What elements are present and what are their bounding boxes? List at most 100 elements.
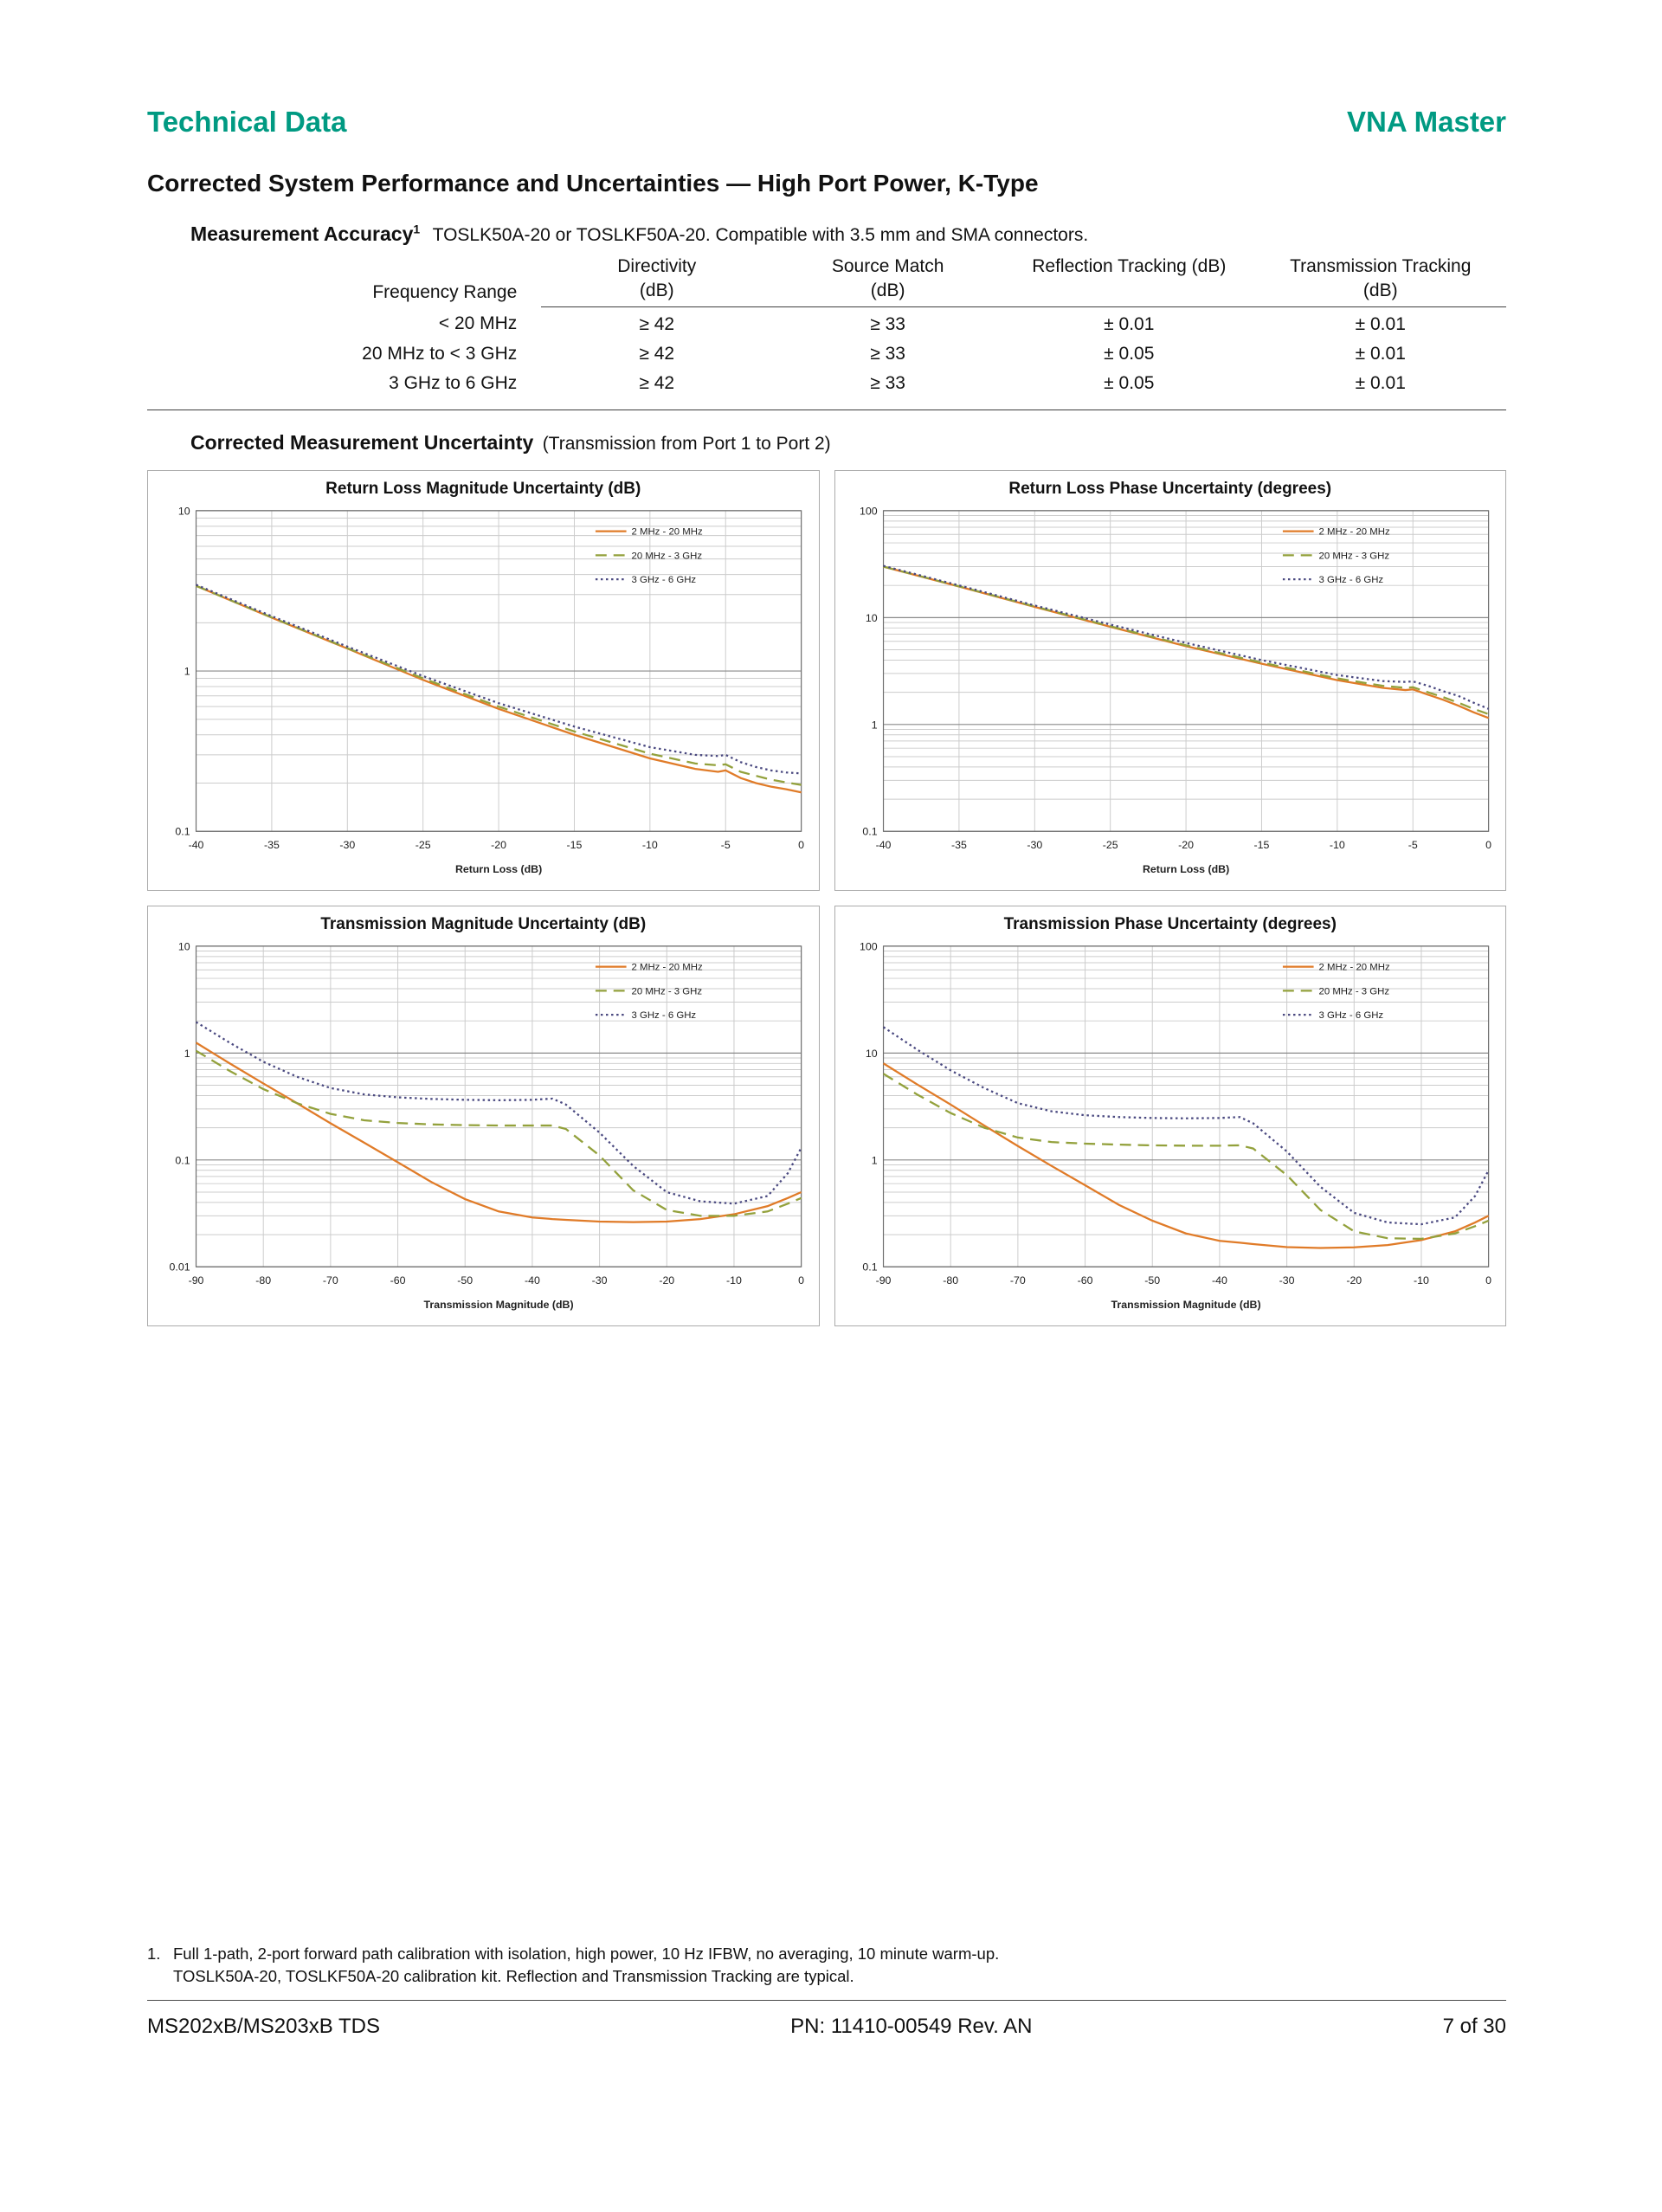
svg-text:0.1: 0.1 bbox=[862, 1261, 877, 1273]
svg-text:Transmission Magnitude (dB): Transmission Magnitude (dB) bbox=[424, 1298, 574, 1310]
cmu-subheading-text: (Transmission from Port 1 to Port 2) bbox=[542, 433, 831, 454]
legend-label: 20 MHz - 3 GHz bbox=[632, 551, 703, 561]
svg-text:0: 0 bbox=[1485, 1274, 1491, 1287]
accuracy-table-row: 3 GHz to 6 GHz ≥ 42 ≥ 33 ± 0.05 ± 0.01 bbox=[389, 372, 1406, 393]
corrected-measurement-uncertainty-heading: Corrected Measurement Uncertainty (Trans… bbox=[190, 431, 1506, 455]
svg-text:-30: -30 bbox=[1279, 1274, 1294, 1287]
header-right-title: VNA Master bbox=[1347, 106, 1506, 138]
series-line bbox=[196, 584, 802, 775]
series-line bbox=[195, 1042, 802, 1223]
svg-text:100: 100 bbox=[859, 940, 877, 952]
svg-text:-35: -35 bbox=[264, 839, 280, 851]
svg-text:Transmission Magnitude (dB): Transmission Magnitude (dB) bbox=[1111, 1298, 1260, 1310]
series-line bbox=[882, 1061, 1489, 1249]
legend-label: 3 GHz - 6 GHz bbox=[1318, 1010, 1383, 1021]
svg-text:-30: -30 bbox=[1027, 839, 1042, 851]
series bbox=[196, 584, 802, 794]
svg-text:0: 0 bbox=[798, 839, 804, 851]
svg-text:-25: -25 bbox=[1102, 839, 1118, 851]
svg-text:10: 10 bbox=[178, 940, 190, 952]
svg-text:-40: -40 bbox=[189, 839, 204, 851]
series-line bbox=[882, 564, 1489, 710]
chart-canvas: 0.1 1 10 100 -40 -35 -30 -25 -20 -15 -10 -5 0 Return … bbox=[841, 502, 1501, 880]
chart-plot: 0.01 0.1 1 10 -90 -80 -70 -60 -50 -40 -30 -20 -10 0 Tr… bbox=[170, 940, 805, 1310]
legend-label: 20 MHz - 3 GHz bbox=[1318, 551, 1389, 561]
col-frequency-range: Frequency Range bbox=[372, 281, 518, 302]
chart-title: Transmission Magnitude Uncertainty (dB) bbox=[320, 914, 647, 933]
chart-canvas: 0.1 1 10 100 -90 -80 -70 -60 -50 -40 -30 -20 -10 0 Tra… bbox=[841, 938, 1501, 1315]
footnote-line-2: TOSLK50A-20, TOSLKF50A-20 calibration ki… bbox=[173, 1966, 854, 1985]
chart-return-loss-magnitude-uncertainty: Return Loss Magnitude Uncertainty (dB) 0… bbox=[147, 469, 820, 891]
measurement-accuracy-heading: Measurement Accuracy1 bbox=[190, 222, 420, 245]
legend-label: 20 MHz - 3 GHz bbox=[632, 986, 703, 996]
svg-text:1: 1 bbox=[871, 1154, 877, 1166]
grid bbox=[196, 509, 802, 832]
axis-labels: 0.1 1 10 100 -90 -80 -70 -60 -50 -40 -30 -20 -10 0 Tra… bbox=[859, 940, 1491, 1310]
svg-text:1: 1 bbox=[871, 719, 877, 731]
svg-text:-60: -60 bbox=[1077, 1274, 1092, 1287]
footnote-number: 1. bbox=[147, 1944, 161, 1963]
svg-text:Return Loss (dB): Return Loss (dB) bbox=[455, 862, 542, 874]
footer-part-number: PN: 11410-00549 Rev. AN bbox=[790, 2015, 1033, 2039]
col-source-match: Source Match bbox=[831, 255, 944, 276]
axis-labels: 0.1 1 10 -40 -35 -30 -25 -20 -15 -10 -5 0 Return Los… bbox=[175, 505, 804, 874]
footer-page-number: 7 of 30 bbox=[1442, 2015, 1506, 2039]
svg-text:10: 10 bbox=[865, 1047, 877, 1059]
chart-title: Return Loss Magnitude Uncertainty (dB) bbox=[325, 479, 641, 498]
svg-text:100: 100 bbox=[859, 505, 877, 517]
col-directivity: Directivity bbox=[617, 255, 697, 276]
svg-text:-30: -30 bbox=[339, 839, 355, 851]
svg-text:-80: -80 bbox=[255, 1274, 271, 1287]
measurement-accuracy-table: Directivity Source Match Reflection Trac… bbox=[147, 255, 1506, 396]
series-line bbox=[882, 1072, 1489, 1240]
chart-canvas: 0.1 1 10 -40 -35 -30 -25 -20 -15 -10 -5 0 Return Los… bbox=[153, 502, 814, 880]
chart-transmission-phase-uncertainty: Transmission Phase Uncertainty (degrees)… bbox=[834, 905, 1506, 1326]
legend-label: 2 MHz - 20 MHz bbox=[1318, 526, 1389, 537]
svg-text:-50: -50 bbox=[1144, 1274, 1160, 1287]
svg-text:-35: -35 bbox=[950, 839, 966, 851]
chart-title: Transmission Phase Uncertainty (degrees) bbox=[1003, 914, 1337, 933]
axis-labels: 0.1 1 10 100 -40 -35 -30 -25 -20 -15 -10 -5 0 Return … bbox=[859, 505, 1491, 874]
svg-text:-15: -15 bbox=[567, 839, 583, 851]
axis-labels: 0.01 0.1 1 10 -90 -80 -70 -60 -50 -40 -30 -20 -10 0 Tr… bbox=[170, 940, 805, 1310]
chart-transmission-magnitude-uncertainty: Transmission Magnitude Uncertainty (dB) … bbox=[147, 905, 820, 1326]
legend-label: 2 MHz - 20 MHz bbox=[1318, 962, 1389, 972]
legend-label: 2 MHz - 20 MHz bbox=[632, 962, 703, 972]
svg-text:-90: -90 bbox=[189, 1274, 204, 1287]
series-line bbox=[882, 565, 1489, 715]
svg-text:-80: -80 bbox=[943, 1274, 958, 1287]
cmu-heading-text: Corrected Measurement Uncertainty bbox=[190, 430, 534, 454]
svg-text:0.01: 0.01 bbox=[170, 1261, 190, 1273]
svg-text:-5: -5 bbox=[1408, 839, 1417, 851]
accuracy-table-row: < 20 MHz ≥ 42 ≥ 33 ± 0.01 ± 0.01 bbox=[438, 313, 1406, 334]
chart-title: Return Loss Phase Uncertainty (degrees) bbox=[1008, 479, 1332, 498]
chart-canvas: 0.01 0.1 1 10 -90 -80 -70 -60 -50 -40 -30 -20 -10 0 Tr… bbox=[153, 938, 814, 1315]
series bbox=[195, 1021, 802, 1223]
measurement-accuracy-line: Measurement Accuracy1 TOSLK50A-20 or TOS… bbox=[190, 222, 1506, 246]
header-left-title: Technical Data bbox=[147, 106, 347, 138]
legend-label: 3 GHz - 6 GHz bbox=[632, 575, 697, 585]
svg-text:-20: -20 bbox=[1178, 839, 1194, 851]
chart-plot: 0.1 1 10 100 -40 -35 -30 -25 -20 -15 -10 -5 0 Return … bbox=[859, 505, 1491, 874]
svg-text:-40: -40 bbox=[1211, 1274, 1227, 1287]
svg-text:-40: -40 bbox=[875, 839, 891, 851]
chart-return-loss-phase-uncertainty: Return Loss Phase Uncertainty (degrees) … bbox=[834, 469, 1506, 891]
table-header-row-1: Directivity Source Match Reflection Trac… bbox=[147, 255, 1506, 279]
col-transmission-tracking: Transmission Tracking bbox=[1290, 255, 1472, 276]
svg-text:10: 10 bbox=[865, 611, 877, 623]
charts-grid: Return Loss Magnitude Uncertainty (dB) 0… bbox=[147, 469, 1506, 1326]
series bbox=[882, 564, 1489, 719]
svg-text:-40: -40 bbox=[525, 1274, 540, 1287]
svg-text:-20: -20 bbox=[491, 839, 506, 851]
measurement-accuracy-heading-text: Measurement Accuracy bbox=[190, 222, 414, 245]
svg-text:0: 0 bbox=[1485, 839, 1491, 851]
footer-doc-id: MS202xB/MS203xB TDS bbox=[147, 2015, 381, 2039]
legend-label: 3 GHz - 6 GHz bbox=[632, 1010, 697, 1021]
measurement-accuracy-description: TOSLK50A-20 or TOSLKF50A-20. Compatible … bbox=[432, 224, 1089, 245]
series-line bbox=[195, 1021, 802, 1205]
footnote: 1. Full 1-path, 2-port forward path calib… bbox=[147, 1943, 1506, 1989]
page-header: Technical Data VNA Master bbox=[147, 106, 1506, 139]
accuracy-table-row: 20 MHz to < 3 GHz ≥ 42 ≥ 33 ± 0.05 ± 0.01 bbox=[362, 343, 1406, 364]
footnote-text-1: Full 1-path, 2-port forward path calibra… bbox=[173, 1944, 1000, 1963]
